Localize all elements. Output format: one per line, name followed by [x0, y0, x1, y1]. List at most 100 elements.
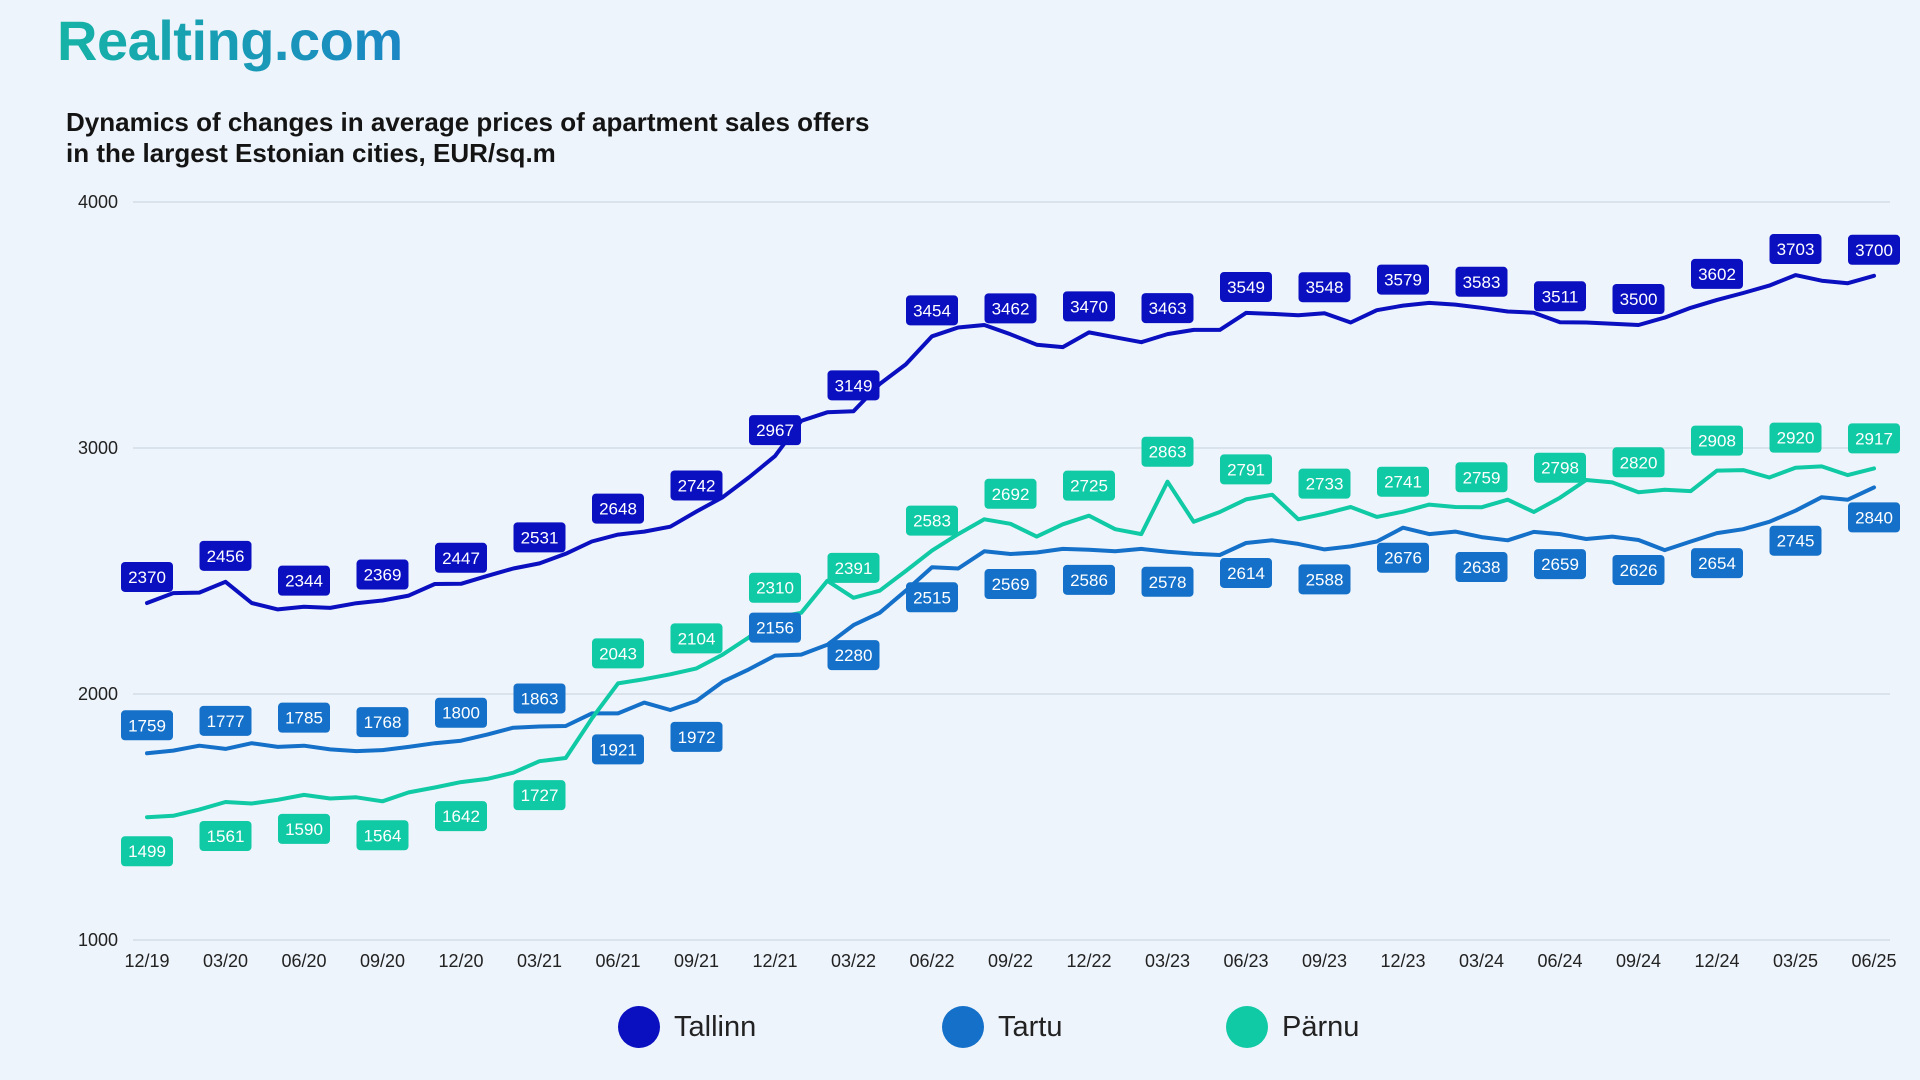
data-label-text: 3500 — [1620, 290, 1658, 309]
data-label-prnu: 1642 — [435, 801, 487, 832]
data-label-tartu: 2515 — [906, 582, 958, 613]
data-label-text: 2588 — [1306, 570, 1344, 589]
data-label-box — [592, 734, 644, 765]
data-label-text: 2654 — [1698, 554, 1736, 573]
x-tick-label: 09/24 — [1616, 951, 1661, 971]
data-label-text: 2626 — [1620, 561, 1658, 580]
data-label-box — [356, 707, 409, 738]
data-label-text: 2659 — [1541, 555, 1579, 574]
data-label-text: 2531 — [521, 528, 559, 547]
y-tick-label: 2000 — [78, 684, 118, 704]
data-label-box — [670, 623, 723, 654]
data-label-box — [278, 813, 330, 844]
data-label-prnu: 2791 — [1220, 454, 1272, 485]
data-label-text: 2648 — [599, 500, 637, 519]
data-label-text: 1561 — [207, 827, 245, 846]
x-tick-label: 12/21 — [752, 951, 797, 971]
data-label-tallinn: 3700 — [1848, 234, 1900, 265]
data-label-box — [592, 638, 644, 669]
data-label-text: 2908 — [1698, 432, 1736, 451]
legend-item-tallinn: Tallinn — [618, 1004, 756, 1050]
data-label-box — [1141, 436, 1194, 467]
data-label-tartu: 2676 — [1377, 542, 1429, 573]
data-label-prnu: 2583 — [906, 505, 958, 536]
data-label-box — [1455, 266, 1508, 297]
data-label-prnu: 2863 — [1141, 436, 1194, 467]
data-label-prnu: 2391 — [827, 552, 880, 583]
data-label-box — [435, 697, 487, 728]
data-label-tartu: 2626 — [1612, 555, 1665, 586]
data-label-box — [1612, 447, 1665, 478]
legend-label-parnu: Pärnu — [1282, 1010, 1360, 1043]
y-tick-label: 1000 — [78, 930, 118, 950]
data-label-text: 2578 — [1149, 573, 1187, 592]
data-label-box — [906, 505, 958, 536]
series-line-tallinn — [145, 273, 1876, 612]
data-label-text: 3579 — [1384, 271, 1422, 290]
data-label-text: 3703 — [1777, 240, 1815, 259]
data-label-box — [1298, 272, 1351, 303]
data-label-tartu: 1972 — [670, 721, 723, 752]
data-label-box — [984, 478, 1037, 509]
data-label-box — [199, 820, 252, 851]
data-label-box — [1612, 284, 1665, 314]
data-label-box — [513, 683, 566, 714]
data-label-text: 2104 — [678, 629, 716, 648]
chart-title-line-1: Dynamics of changes in average prices of… — [66, 107, 870, 137]
data-label-text: 2638 — [1463, 558, 1501, 577]
data-label-prnu: 2798 — [1534, 452, 1586, 483]
data-label-text: 2820 — [1620, 453, 1658, 472]
x-tick-label: 12/23 — [1380, 951, 1425, 971]
data-label-text: 2569 — [992, 575, 1030, 594]
data-label-text: 1863 — [521, 689, 559, 708]
data-label-text: 3454 — [913, 301, 951, 320]
data-label-box — [1534, 549, 1586, 580]
x-tick-label: 06/23 — [1223, 951, 1268, 971]
data-label-box — [1141, 566, 1194, 597]
chart-title-line-2: in the largest Estonian cities, EUR/sq.m — [66, 138, 556, 168]
data-label-tartu: 1768 — [356, 707, 409, 738]
data-label-text: 2515 — [913, 588, 951, 607]
data-label-tallinn: 3463 — [1141, 293, 1194, 324]
data-label-tallinn: 3548 — [1298, 272, 1351, 303]
x-tick-label: 12/20 — [438, 951, 483, 971]
legend-item-tartu: Tartu — [942, 1004, 1062, 1050]
data-label-prnu: 2104 — [670, 623, 723, 654]
data-label-box — [827, 552, 880, 583]
data-label-box — [1220, 271, 1272, 302]
data-label-tallinn: 2742 — [670, 470, 723, 501]
legend-marker-tartu — [942, 1006, 984, 1048]
data-label-tartu: 2280 — [827, 640, 880, 671]
series-lines — [145, 273, 1876, 820]
data-label-box — [356, 559, 409, 590]
y-tick-label: 3000 — [78, 438, 118, 458]
data-label-tartu: 2654 — [1691, 548, 1743, 579]
data-label-text: 2759 — [1463, 468, 1501, 487]
data-label-box — [1220, 557, 1272, 588]
x-tick-label: 03/24 — [1459, 951, 1504, 971]
data-label-prnu: 2692 — [984, 478, 1037, 509]
x-axis: 12/19 03/20 06/20 09/20 12/20 03/21 06/21 09/21… — [124, 951, 1896, 971]
data-label-box — [278, 565, 330, 596]
data-label-tartu: 2638 — [1455, 552, 1508, 583]
x-tick-label: 12/19 — [124, 951, 169, 971]
data-label-tartu: 2745 — [1769, 525, 1822, 556]
data-label-box — [827, 370, 880, 401]
data-label-text: 2456 — [207, 547, 245, 566]
data-label-tallinn: 3511 — [1534, 281, 1586, 312]
data-label-tartu: 2569 — [984, 569, 1037, 600]
grid — [133, 201, 1890, 941]
data-label-box — [121, 710, 173, 741]
x-tick-label: 09/20 — [360, 951, 405, 971]
data-label-prnu: 1590 — [278, 813, 330, 844]
data-label-text: 2840 — [1855, 508, 1893, 527]
data-label-text: 3463 — [1149, 299, 1187, 318]
data-label-prnu: 2310 — [749, 572, 801, 603]
data-label-box — [1612, 555, 1665, 586]
data-label-text: 2447 — [442, 549, 480, 568]
data-label-text: 2791 — [1227, 460, 1265, 479]
data-label-box — [1848, 502, 1900, 533]
data-label-prnu: 2917 — [1848, 423, 1900, 454]
data-label-tartu: 2578 — [1141, 566, 1194, 597]
